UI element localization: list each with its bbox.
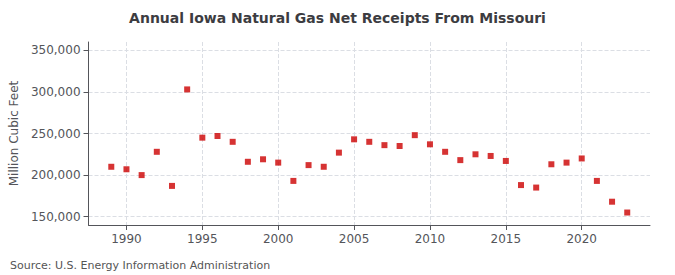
svg-text:Annual Iowa Natural Gas Net Re: Annual Iowa Natural Gas Net Receipts Fro… bbox=[129, 10, 546, 26]
svg-text:2015: 2015 bbox=[491, 232, 522, 246]
svg-text:200,000: 200,000 bbox=[31, 168, 81, 182]
svg-text:Million Cubic Feet: Million Cubic Feet bbox=[7, 80, 21, 186]
svg-text:2010: 2010 bbox=[415, 232, 446, 246]
svg-text:1995: 1995 bbox=[187, 232, 218, 246]
svg-text:350,000: 350,000 bbox=[31, 43, 81, 57]
svg-text:1990: 1990 bbox=[111, 232, 142, 246]
svg-text:250,000: 250,000 bbox=[31, 127, 81, 141]
svg-text:300,000: 300,000 bbox=[31, 85, 81, 99]
svg-text:2020: 2020 bbox=[566, 232, 597, 246]
svg-text:2000: 2000 bbox=[263, 232, 294, 246]
svg-text:Source: U.S. Energy Informatio: Source: U.S. Energy Information Administ… bbox=[10, 259, 270, 272]
svg-text:2005: 2005 bbox=[339, 232, 370, 246]
svg-text:150,000: 150,000 bbox=[31, 210, 81, 224]
